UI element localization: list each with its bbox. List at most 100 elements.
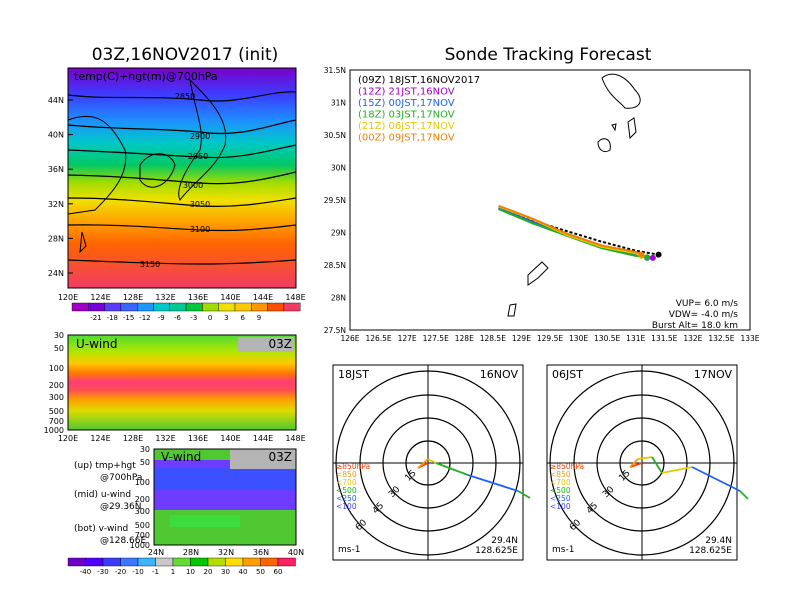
lon-tick-label: 124E bbox=[90, 293, 110, 302]
lon-tick-label: 129.5E bbox=[537, 334, 563, 343]
level-legend: <850 bbox=[550, 470, 571, 479]
contour-label: 2950 bbox=[188, 152, 208, 161]
hodograph-trace bbox=[739, 490, 749, 500]
colorbar-swatch bbox=[120, 302, 138, 312]
lat-tick-label: 24N bbox=[48, 269, 64, 278]
lon-tick-label: 136E bbox=[188, 293, 208, 302]
lon-tick-label: 129E bbox=[512, 334, 531, 343]
legend-line: (mid) u-wind bbox=[74, 490, 131, 500]
legend-line: @29.36N bbox=[100, 502, 142, 512]
lon-tick-label: 127.5E bbox=[423, 334, 449, 343]
lon-tick-label: 131.5E bbox=[651, 334, 677, 343]
colorbar-swatch bbox=[267, 302, 285, 312]
lat-tick-label: 28N bbox=[183, 548, 199, 557]
track-line bbox=[498, 206, 659, 256]
colorbar-label: 3 bbox=[224, 314, 228, 322]
lon-tick-label: 130.5E bbox=[594, 334, 620, 343]
colorbar-label: -12 bbox=[139, 314, 150, 322]
pressure-tick-label: 30 bbox=[140, 445, 150, 454]
colorbar-label: -40 bbox=[80, 568, 91, 576]
u-wind-panel bbox=[67, 334, 297, 431]
lat-tick-label: 36N bbox=[253, 548, 269, 557]
lon-tick-label: 128E bbox=[123, 434, 143, 443]
pressure-tick-label: 200 bbox=[135, 495, 150, 504]
colorbar-label: -1 bbox=[152, 568, 159, 576]
map-label: temp(C)+hgt(m)@700hPa bbox=[74, 70, 218, 83]
colorbar-label: -20 bbox=[115, 568, 126, 576]
level-legend: ≥850hPa bbox=[336, 462, 370, 471]
lat-tick-label: 40N bbox=[288, 548, 304, 557]
lon-tick-label: 126.5E bbox=[365, 334, 391, 343]
landing-point bbox=[649, 254, 656, 261]
colorbar-label: -3 bbox=[190, 314, 197, 322]
colorbar-swatch bbox=[277, 557, 296, 567]
colorbar-label: -15 bbox=[123, 314, 134, 322]
lon-tick-label: 148E bbox=[285, 434, 305, 443]
release-entry: (12Z) 21JST,16NOV bbox=[358, 87, 455, 98]
forecast-title: Sonde Tracking Forecast bbox=[445, 45, 652, 65]
track-map bbox=[349, 69, 751, 331]
lon-tick-label: 148E bbox=[285, 293, 305, 302]
pressure-tick-label: 200 bbox=[49, 381, 64, 390]
hodograph-unit: ms-1 bbox=[552, 545, 574, 555]
pressure-tick-label: 100 bbox=[49, 364, 64, 373]
lat-tick-label: 31N bbox=[331, 99, 346, 108]
contour-label: 3100 bbox=[190, 225, 210, 234]
lat-tick-label: 32N bbox=[48, 200, 64, 209]
lat-tick-label: 28N bbox=[331, 294, 346, 303]
lon-tick-label: 140E bbox=[220, 434, 240, 443]
level-legend: <700 bbox=[550, 478, 571, 487]
colorbar-swatch bbox=[67, 557, 86, 567]
stat-burst-alt: Burst Alt= 18.0 km bbox=[652, 321, 738, 331]
lon-tick-label: 120E bbox=[58, 293, 78, 302]
lon-tick-label: 124E bbox=[90, 434, 110, 443]
hodograph-lat: 29.4N bbox=[491, 536, 518, 546]
lon-tick-label: 120E bbox=[58, 434, 78, 443]
temperature-colorbar: -21 -18 -15 -12 -9 -6 -3 0 3 6 9 bbox=[71, 302, 301, 322]
u-wind-time: 03Z bbox=[269, 337, 293, 351]
v-wind-panel bbox=[153, 448, 297, 546]
colorbar-label: 1 bbox=[171, 568, 175, 576]
level-legend: <850 bbox=[336, 470, 357, 479]
colorbar-swatch bbox=[202, 302, 219, 312]
level-legend: <100 bbox=[550, 502, 571, 511]
colorbar-swatch bbox=[169, 302, 187, 312]
v-wind-label: V-wind bbox=[161, 450, 201, 464]
landing-point bbox=[638, 251, 645, 258]
legend-line: (up) tmp+hgt bbox=[74, 461, 136, 471]
wind-colorbar: -40 -30 -20 -10 -1 1 10 20 30 40 50 60 bbox=[67, 557, 296, 576]
hodograph-lon: 128.625E bbox=[689, 546, 732, 556]
lat-tick-label: 30N bbox=[331, 164, 346, 173]
lat-tick-label: 31.5N bbox=[324, 66, 346, 75]
colorbar-label: 50 bbox=[256, 568, 265, 576]
colorbar-label: -9 bbox=[158, 314, 165, 322]
hodograph-left: 18JST 16NOV15304560≥850hPa<850<700<500<25… bbox=[332, 364, 531, 561]
colorbar-swatch bbox=[185, 302, 203, 312]
hodograph-date: 16NOV bbox=[480, 368, 519, 381]
colorbar-swatch bbox=[283, 302, 301, 312]
lat-tick-label: 32N bbox=[218, 548, 234, 557]
lon-tick-label: 144E bbox=[253, 293, 273, 302]
colorbar-label: 30 bbox=[221, 568, 230, 576]
hodograph-trace bbox=[435, 462, 469, 476]
lon-tick-label: 128E bbox=[123, 293, 143, 302]
lat-tick-label: 27.5N bbox=[324, 326, 346, 335]
level-legend: <250 bbox=[336, 494, 357, 503]
pressure-tick-label: 50 bbox=[54, 344, 64, 353]
colorbar-swatch bbox=[153, 302, 170, 312]
colorbar-swatch bbox=[85, 557, 104, 567]
contour-label: 3050 bbox=[190, 200, 210, 209]
colorbar-label: 6 bbox=[240, 314, 245, 322]
hodograph-trace bbox=[629, 462, 643, 468]
init-title: 03Z,16NOV2017 (init) bbox=[92, 45, 279, 65]
contour-label: 3000 bbox=[183, 181, 203, 190]
lat-tick-label: 40N bbox=[48, 131, 64, 140]
colorbar-swatch bbox=[155, 557, 174, 567]
hodograph-right: 06JST 17NOV15304560≥850hPa<850<700<500<25… bbox=[546, 364, 749, 561]
stat-vup: VUP= 6.0 m/s bbox=[676, 299, 739, 309]
colorbar-swatch bbox=[234, 302, 252, 312]
colorbar-swatch bbox=[102, 557, 121, 567]
colorbar-label: 0 bbox=[208, 314, 212, 322]
lat-tick-label: 29N bbox=[331, 229, 346, 238]
